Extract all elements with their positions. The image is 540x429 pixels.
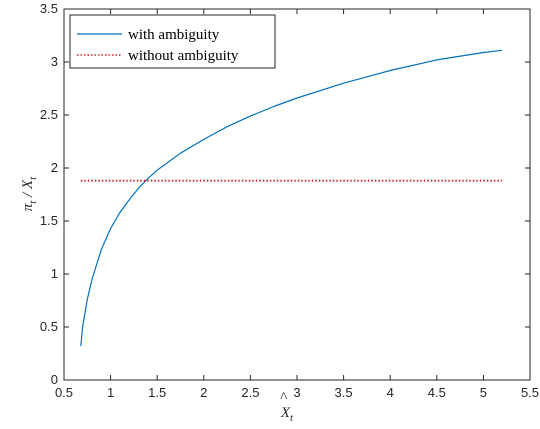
y-tick-label: 1.5 — [40, 213, 58, 228]
x-tick-label: 2 — [200, 385, 207, 400]
x-axis-label-hat: ^ — [280, 390, 288, 406]
x-tick-label: 0.5 — [55, 385, 73, 400]
x-tick-label: 3 — [293, 385, 300, 400]
plot-area — [64, 9, 530, 380]
y-axis-label: πt / Xt — [20, 176, 39, 211]
legend-label-without-ambiguity: without ambiguity — [128, 48, 239, 64]
x-tick-label: 1.5 — [148, 385, 166, 400]
y-tick-label: 3.5 — [40, 1, 58, 16]
legend-label-with-ambiguity: with ambiguity — [128, 27, 220, 43]
x-tick-label: 5.5 — [521, 385, 539, 400]
legend: with ambiguity without ambiguity — [69, 14, 276, 69]
x-tick-label: 2.5 — [241, 385, 259, 400]
y-tick-label: 1 — [51, 266, 58, 281]
x-tick-label: 4.5 — [428, 385, 446, 400]
ticks: 0.5 1 1.5 2 2.5 3 3.5 4 4.5 5 5.500.511.522.533.5 — [40, 1, 539, 400]
x-axis-label: Xt — [280, 405, 294, 424]
y-tick-label: 2 — [51, 160, 58, 175]
x-tick-label: 1 — [107, 385, 114, 400]
series-layer — [80, 49, 503, 347]
x-tick-label: 4 — [387, 385, 394, 400]
series-line-with-ambiguity — [80, 49, 503, 347]
x-tick-label: 5 — [480, 385, 487, 400]
x-tick-label: 3.5 — [335, 385, 353, 400]
y-tick-label: 0 — [51, 372, 58, 387]
axes-box — [63, 8, 531, 381]
svg-text:πt / Xt: πt / Xt — [20, 176, 39, 211]
y-tick-label: 0.5 — [40, 319, 58, 334]
y-tick-label: 3 — [51, 54, 58, 69]
legend-box — [69, 14, 276, 69]
y-tick-label: 2.5 — [40, 107, 58, 122]
